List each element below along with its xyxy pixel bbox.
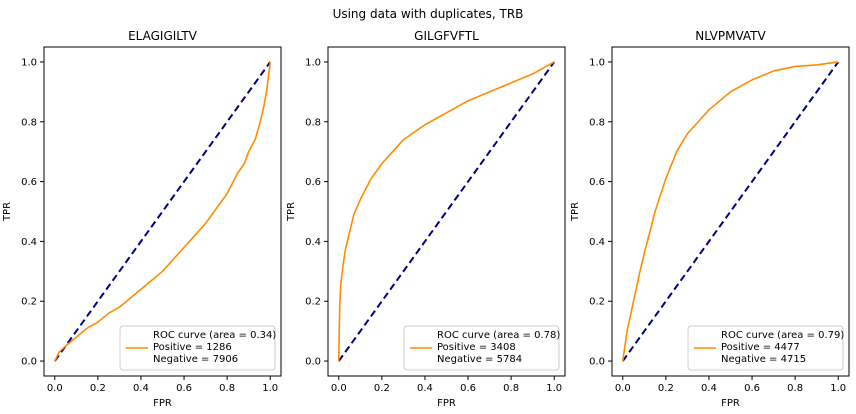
y-tick-label: 0.2 (21, 297, 37, 308)
axes-frame (43, 46, 282, 377)
y-tick-label: 0.8 (589, 117, 605, 128)
y-tick-label: 0.8 (305, 117, 321, 128)
roc-curve-line (54, 61, 272, 362)
figure-suptitle: Using data with duplicates, TRB (333, 7, 524, 21)
x-tick-label: 0.6 (744, 383, 760, 394)
legend-text: ROC curve (area = 0.34) (153, 330, 276, 341)
legend-text: Positive = 4477 (721, 342, 800, 353)
roc-subplot: ELAGIGILTV 0.0 0.2 0.4 0.6 0.8 1.0 0.0 0.2 0.4 0.6… (2, 29, 282, 409)
subplot-panels: ELAGIGILTV 0.0 0.2 0.4 0.6 0.8 1.0 0.0 0.2 0.4 0.6… (2, 29, 850, 409)
chance-diagonal-line (621, 61, 840, 362)
x-tick-label: 1.0 (830, 383, 846, 394)
y-tick-label: 0.4 (589, 237, 605, 248)
x-axis-label: FPR (153, 398, 172, 409)
x-tick-label: 0.4 (133, 383, 149, 394)
x-tick-label: 1.0 (546, 383, 562, 394)
legend-box (687, 325, 844, 371)
x-tick-label: 0.6 (460, 383, 476, 394)
y-tick-label: 0.6 (21, 177, 37, 188)
chance-diagonal-line (337, 61, 556, 362)
x-axis-label: FPR (437, 398, 456, 409)
chance-diagonal-line (53, 61, 272, 362)
subplot-title: NLVPMVATV (695, 29, 766, 43)
y-tick-label: 0.6 (589, 177, 605, 188)
legend-text: ROC curve (area = 0.78) (437, 330, 560, 341)
x-tick-label: 0.0 (47, 383, 63, 394)
legend-box (403, 325, 560, 371)
x-tick-label: 0.8 (787, 383, 803, 394)
roc-curve-line (337, 61, 555, 362)
y-tick-label: 0.2 (589, 297, 605, 308)
y-axis-label: TPR (286, 202, 297, 222)
legend-box (119, 325, 276, 371)
y-tick-label: 0.0 (21, 357, 37, 368)
axes-frame (327, 46, 566, 377)
x-tick-label: 0.2 (374, 383, 390, 394)
x-axis-label: FPR (721, 398, 740, 409)
legend-text: Positive = 3408 (437, 342, 516, 353)
legend-text: ROC curve (area = 0.79) (721, 330, 844, 341)
roc-curve-line (621, 61, 839, 362)
x-tick-label: 0.6 (176, 383, 192, 394)
y-tick-label: 0.4 (21, 237, 37, 248)
y-axis-label: TPR (570, 202, 581, 222)
axes-frame (611, 46, 850, 377)
x-tick-label: 0.8 (503, 383, 519, 394)
x-tick-label: 0.2 (90, 383, 106, 394)
y-tick-label: 1.0 (21, 57, 37, 68)
legend-text: Negative = 4715 (721, 354, 806, 365)
x-tick-label: 0.2 (658, 383, 674, 394)
x-tick-label: 0.4 (417, 383, 433, 394)
y-tick-label: 1.0 (589, 57, 605, 68)
legend-text: Negative = 7906 (153, 354, 238, 365)
legend-text: Positive = 1286 (153, 342, 232, 353)
y-tick-label: 0.0 (305, 357, 321, 368)
roc-subplot: NLVPMVATV 0.0 0.2 0.4 0.6 0.8 1.0 0.0 0.2 0.4 0.6 0… (570, 29, 850, 409)
x-tick-label: 0.4 (701, 383, 717, 394)
subplot-title: ELAGIGILTV (128, 29, 198, 43)
x-tick-label: 0.0 (615, 383, 631, 394)
y-tick-label: 0.6 (305, 177, 321, 188)
subplot-title: GILGFVFTL (414, 29, 479, 43)
y-tick-label: 0.8 (21, 117, 37, 128)
x-tick-label: 0.0 (331, 383, 347, 394)
y-tick-label: 0.0 (589, 357, 605, 368)
roc-subplot: GILGFVFTL 0.0 0.2 0.4 0.6 0.8 1.0 0.0 0.2 0.4 0.6 0… (286, 29, 566, 409)
y-axis-label: TPR (2, 202, 13, 222)
y-tick-label: 1.0 (305, 57, 321, 68)
y-tick-label: 0.2 (305, 297, 321, 308)
x-tick-label: 1.0 (262, 383, 278, 394)
y-tick-label: 0.4 (305, 237, 321, 248)
x-tick-label: 0.8 (219, 383, 235, 394)
legend-text: Negative = 5784 (437, 354, 522, 365)
